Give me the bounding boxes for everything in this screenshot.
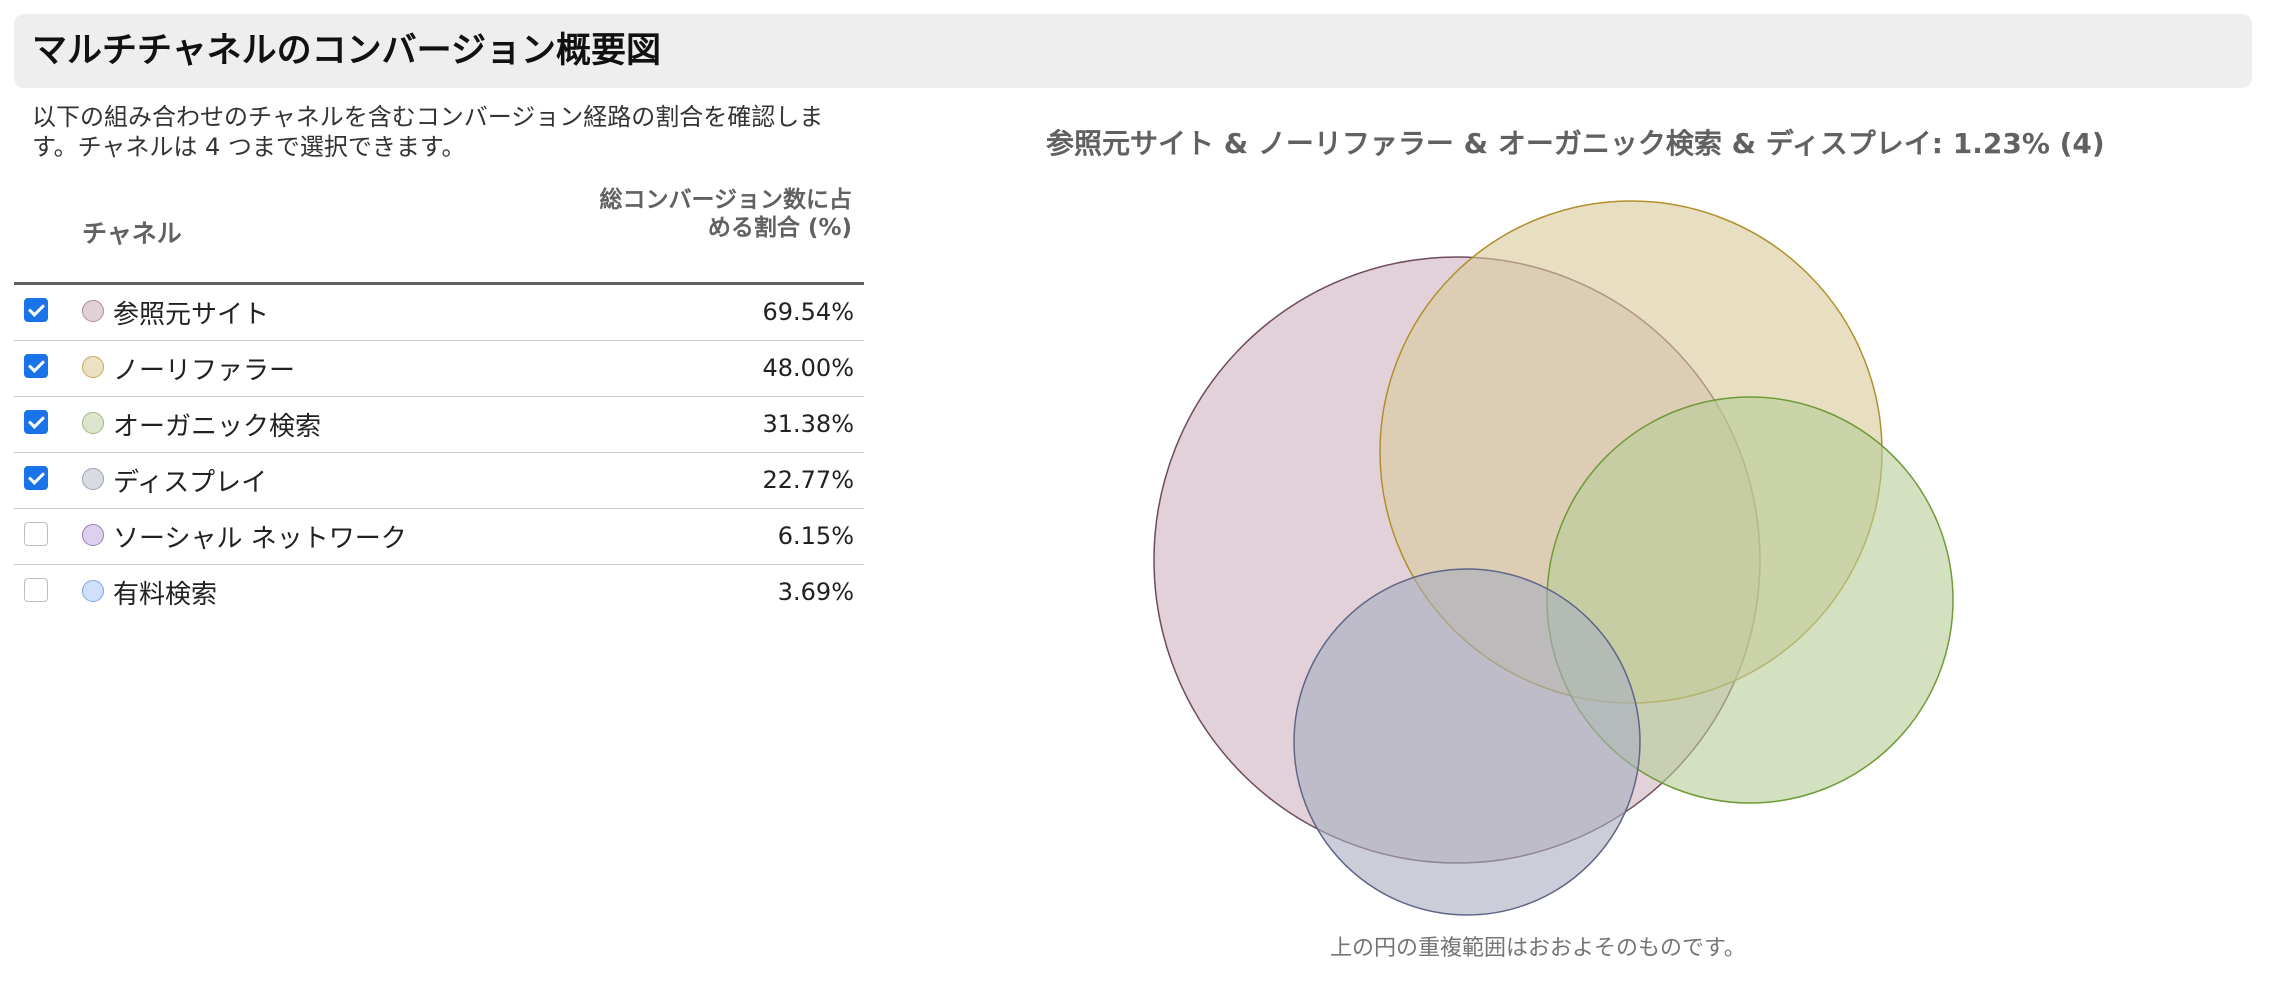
table-body: 参照元サイト 69.54% ノーリファラー 48.00% オーガニック検索 31.38% デ… <box>14 285 864 620</box>
table-row: ノーリファラー 48.00% <box>14 341 864 397</box>
channel-percentage: 48.00% <box>762 354 854 382</box>
channel-name: ノーリファラー <box>113 356 296 386</box>
description-text: 以下の組み合わせのチャネルを含むコンバージョン経路の割合を確認します。チャネルは… <box>32 103 824 161</box>
table-row: 参照元サイト 69.54% <box>14 285 864 341</box>
channel-color-swatch <box>82 524 104 546</box>
channel-checkbox[interactable] <box>24 410 48 434</box>
channel-color-swatch <box>82 580 104 602</box>
channel-percentage: 22.77% <box>762 466 854 494</box>
channel-checkbox[interactable] <box>24 466 48 490</box>
channel-checkbox[interactable] <box>24 354 48 378</box>
table-row: オーガニック検索 31.38% <box>14 397 864 453</box>
channel-name: 有料検索 <box>113 580 218 610</box>
channel-name: オーガニック検索 <box>113 412 322 442</box>
channel-percentage: 6.15% <box>777 522 854 550</box>
channel-percentage: 69.54% <box>762 298 854 326</box>
column-header-percentage: 総コンバージョン数に占める割合 (%) <box>599 187 852 241</box>
table-row: 有料検索 3.69% <box>14 565 864 620</box>
column-header-channel: チャネル <box>82 219 182 248</box>
channel-table: チャネル 総コンバージョン数に占める割合 (%) 参照元サイト 69.54% ノーリ… <box>14 180 864 620</box>
channel-name: ディスプレイ <box>113 468 268 498</box>
table-row: ディスプレイ 22.77% <box>14 453 864 509</box>
channel-checkbox[interactable] <box>24 578 48 602</box>
venn-approximation-note: 上の円の重複範囲はおおよそのものです。 <box>1330 936 1746 961</box>
page-title: マルチチャネルのコンバージョン概要図 <box>32 31 661 71</box>
venn-title: 参照元サイト & ノーリファラー & オーガニック検索 & ディスプレイ: 1.… <box>1046 127 2105 160</box>
channel-color-swatch <box>82 356 104 378</box>
header-bar: マルチチャネルのコンバージョン概要図 <box>14 14 2252 88</box>
table-row: ソーシャル ネットワーク 6.15% <box>14 509 864 565</box>
channel-percentage: 3.69% <box>777 578 854 606</box>
channel-percentage: 31.38% <box>762 410 854 438</box>
channel-name: ソーシャル ネットワーク <box>113 524 407 554</box>
table-header: チャネル 総コンバージョン数に占める割合 (%) <box>14 180 864 285</box>
channel-checkbox[interactable] <box>24 522 48 546</box>
channel-color-swatch <box>82 468 104 490</box>
channel-color-swatch <box>82 300 104 322</box>
channel-name: 参照元サイト <box>113 300 270 330</box>
venn-circle-display <box>1293 568 1641 916</box>
channel-checkbox[interactable] <box>24 298 48 322</box>
channel-color-swatch <box>82 412 104 434</box>
